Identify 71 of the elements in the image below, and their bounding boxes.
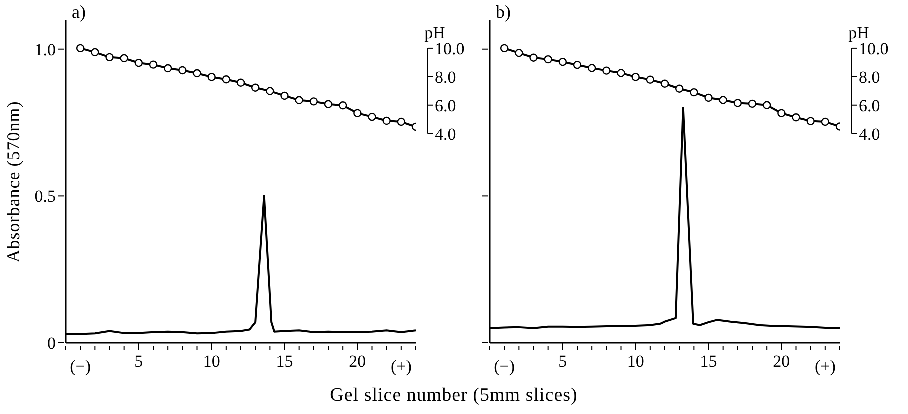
point [515,49,524,58]
point [368,112,376,122]
y-axis-title: Absorbance (570nm) [4,100,24,262]
point [236,78,246,87]
point [382,116,391,126]
point [338,102,348,110]
point [675,84,684,93]
y-tick-label: 0 [48,334,56,353]
point [354,109,362,118]
point [602,66,611,75]
text: 8.0 [859,68,880,87]
point [792,114,800,122]
x-tick-label: 5 [558,352,568,371]
point [134,59,144,68]
point [748,100,757,108]
point [660,80,670,88]
x-axis-title: Gel slice number (5mm slices) [329,385,579,407]
point [91,48,100,57]
x-tick-label: (+) [814,357,836,376]
point [690,88,698,97]
point [544,55,552,64]
point [500,44,509,53]
point [310,98,318,106]
point [573,61,582,70]
point [222,76,231,84]
text: 6.0 [859,96,880,116]
point [164,64,172,73]
point [208,73,216,82]
point [558,58,568,66]
point [251,84,260,92]
y2-tick-label: 6.0 [435,96,456,116]
point [821,118,830,126]
x-tick-label: (−) [494,357,516,376]
point [120,54,128,63]
x-tick-label: 10 [627,352,644,371]
point [806,117,815,126]
point [106,53,114,62]
point [617,69,626,78]
point [719,96,728,104]
x-tick-label: 20 [349,352,366,371]
point [632,73,640,82]
point [762,101,772,110]
point [704,94,713,102]
chart-title: a) [72,2,86,23]
y2-tick-label: 8.0 [435,68,456,87]
x-tick-label: 10 [203,352,220,371]
point [646,76,655,84]
point [149,60,158,69]
point [178,66,187,75]
text: 4.0 [859,124,880,144]
point [778,109,786,118]
y-tick-label: 1.0 [34,40,56,60]
chart-title: b) [496,2,511,23]
x-tick-label: 5 [134,352,144,371]
point [530,54,538,62]
x-tick-label: 15 [276,352,294,371]
point [295,96,304,104]
point [280,92,289,100]
point [266,87,274,96]
point [734,99,742,108]
x-tick-label: 20 [773,352,790,371]
x-tick-label: (−) [70,357,92,376]
point [397,118,406,126]
x-tick-label: 15 [700,352,718,371]
point [324,100,333,108]
point [193,69,202,78]
y-tick-label: 0.5 [34,187,56,206]
point [76,44,85,53]
y2-tick-label: 4.0 [435,124,456,144]
x-tick-label: (+) [390,357,412,376]
point [588,64,596,72]
